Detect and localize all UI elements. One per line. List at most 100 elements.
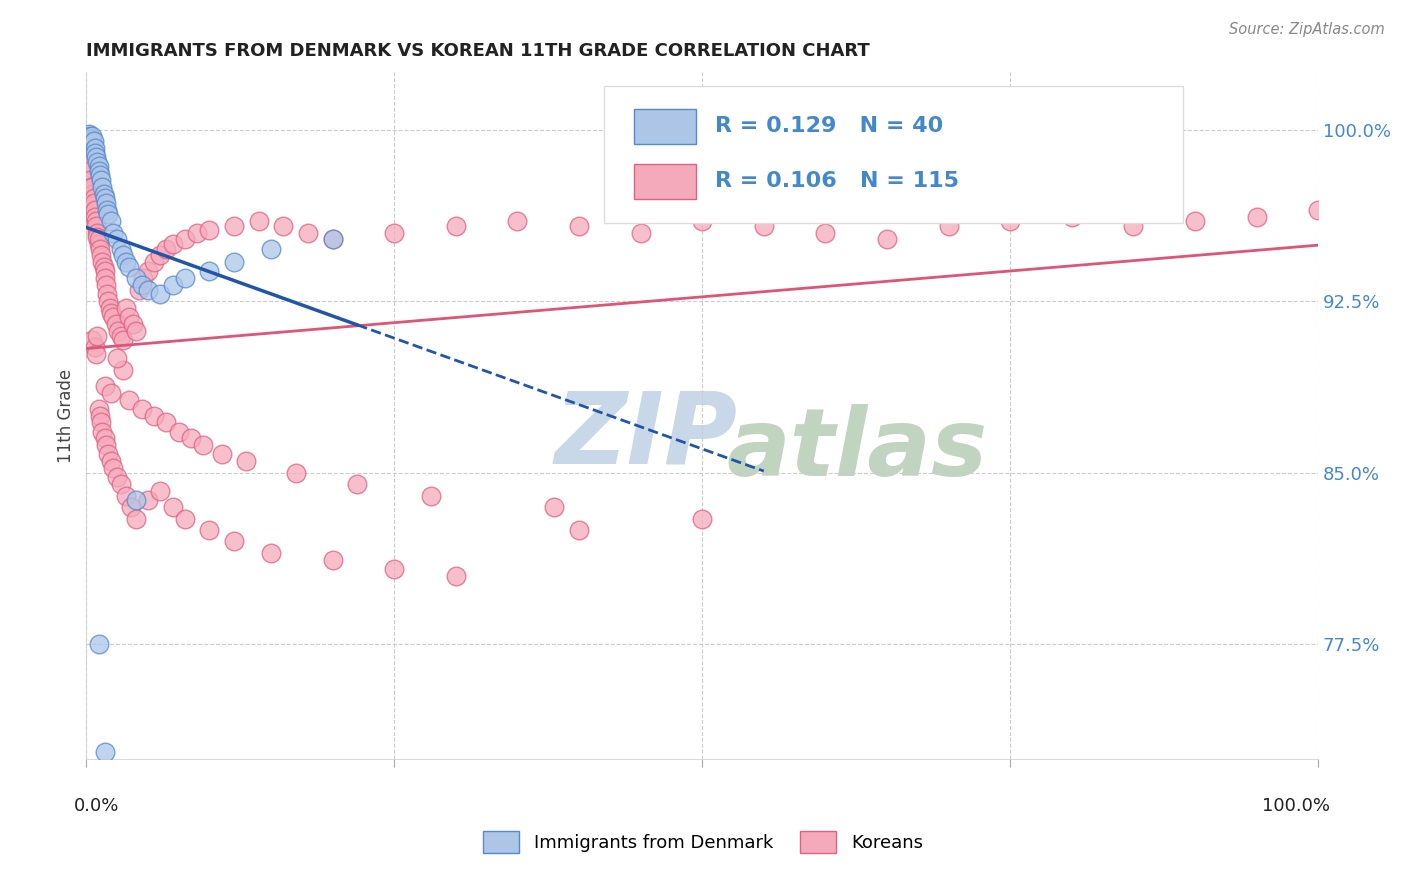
Point: [136, 493, 159, 508]
Point: [118, 260, 141, 274]
Point: [136, 283, 159, 297]
Point: [104, 317, 127, 331]
Point: [94, 271, 117, 285]
Point: [186, 226, 208, 240]
Point: [79, 129, 101, 144]
Point: [568, 523, 591, 537]
Point: [103, 461, 125, 475]
Point: [112, 363, 135, 377]
Point: [382, 562, 405, 576]
Point: [79, 173, 101, 187]
Point: [100, 385, 122, 400]
Point: [91, 255, 114, 269]
Text: R = 0.106   N = 115: R = 0.106 N = 115: [714, 171, 959, 191]
Text: Source: ZipAtlas.com: Source: ZipAtlas.com: [1229, 22, 1385, 37]
FancyBboxPatch shape: [634, 109, 696, 145]
Point: [110, 328, 132, 343]
Point: [124, 493, 146, 508]
Point: [149, 484, 172, 499]
Point: [198, 523, 221, 537]
Point: [84, 214, 107, 228]
Point: [224, 255, 246, 269]
Point: [155, 416, 177, 430]
Point: [149, 287, 172, 301]
Point: [86, 328, 108, 343]
Point: [143, 255, 166, 269]
Point: [1246, 210, 1268, 224]
Point: [96, 287, 118, 301]
Point: [82, 129, 104, 144]
Point: [346, 477, 368, 491]
Point: [96, 202, 118, 217]
FancyBboxPatch shape: [603, 87, 1182, 223]
Point: [87, 401, 110, 416]
Point: [322, 553, 344, 567]
Point: [86, 230, 108, 244]
Point: [82, 134, 104, 148]
Point: [193, 438, 215, 452]
Point: [149, 248, 172, 262]
Point: [94, 278, 117, 293]
Point: [322, 232, 344, 246]
Point: [198, 264, 221, 278]
Point: [100, 214, 122, 228]
Point: [131, 278, 153, 293]
Point: [247, 214, 270, 228]
Point: [87, 237, 110, 252]
Text: 100.0%: 100.0%: [1263, 797, 1330, 814]
Point: [128, 283, 150, 297]
Point: [105, 351, 128, 366]
Point: [89, 409, 111, 423]
Point: [110, 477, 132, 491]
Point: [814, 226, 837, 240]
Point: [155, 242, 177, 256]
Point: [118, 392, 141, 407]
Point: [80, 179, 103, 194]
Point: [543, 500, 565, 515]
Point: [112, 248, 135, 262]
Point: [91, 425, 114, 439]
Point: [260, 242, 283, 256]
Point: [86, 154, 108, 169]
Point: [84, 219, 107, 233]
Point: [444, 219, 467, 233]
Point: [83, 195, 105, 210]
Point: [84, 150, 107, 164]
Point: [89, 169, 111, 183]
Point: [97, 448, 120, 462]
Point: [105, 232, 128, 246]
Point: [1184, 214, 1206, 228]
Point: [87, 159, 110, 173]
Point: [198, 223, 221, 237]
Point: [131, 401, 153, 416]
Point: [103, 226, 125, 240]
Point: [84, 202, 107, 217]
Point: [94, 432, 117, 446]
Point: [260, 546, 283, 560]
Point: [444, 568, 467, 582]
Point: [284, 466, 307, 480]
Point: [89, 242, 111, 256]
Point: [124, 324, 146, 338]
Point: [506, 214, 529, 228]
Point: [84, 347, 107, 361]
Point: [98, 301, 121, 315]
Point: [94, 745, 117, 759]
Point: [80, 132, 103, 146]
Point: [143, 409, 166, 423]
Point: [297, 226, 319, 240]
Point: [100, 306, 122, 320]
Point: [938, 219, 960, 233]
Point: [82, 186, 104, 201]
Point: [82, 179, 104, 194]
Point: [94, 264, 117, 278]
Point: [998, 214, 1021, 228]
Point: [224, 219, 246, 233]
Point: [118, 310, 141, 325]
Point: [1122, 219, 1144, 233]
Point: [112, 333, 135, 347]
Point: [83, 191, 105, 205]
Point: [110, 242, 132, 256]
Point: [91, 179, 114, 194]
Point: [114, 489, 136, 503]
